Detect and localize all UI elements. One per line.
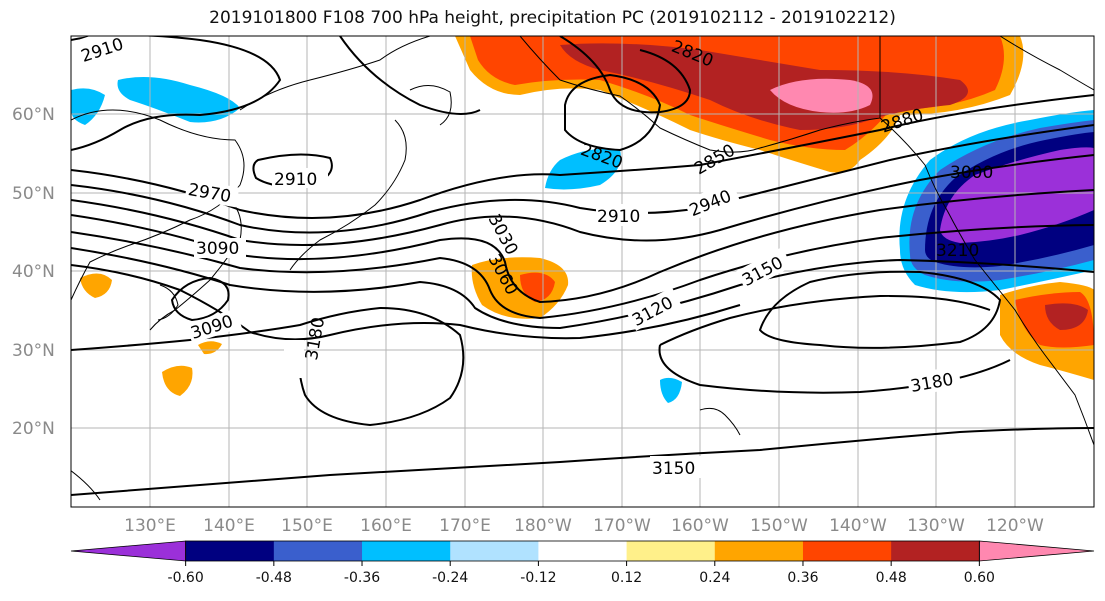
precip-darkred-region	[560, 43, 968, 131]
longitude-labels: 130°E 140°E 150°E 160°E 170°E 180°W 170°…	[124, 516, 1044, 536]
lon-label-180w: 180°W	[514, 516, 572, 536]
colorbar-tick-label: -0.36	[344, 570, 380, 586]
lon-label-120w: 120°W	[986, 516, 1044, 536]
colorbar-tick-label: 0.48	[876, 570, 907, 586]
contour-label-3000: 3000	[950, 163, 993, 183]
lon-label-140w: 140°W	[829, 516, 887, 536]
colorbar-segment-6	[626, 541, 716, 561]
lat-label-60n: 60°N	[12, 105, 55, 125]
precip-korea	[80, 273, 112, 298]
colorbar-segment-2	[273, 541, 363, 561]
lon-label-140e: 140°E	[203, 516, 255, 536]
contour-label-2910-c: 2910	[597, 207, 640, 227]
colorbar-segment-7	[714, 541, 804, 561]
colorbar: -0.60 -0.48 -0.36 -0.24 -0.12 0.12 0.24 0.36 0.4…	[70, 540, 1095, 586]
precip-darkred-ca	[1045, 303, 1088, 330]
lon-label-150e: 150°E	[281, 516, 333, 536]
lon-label-160e: 160°E	[360, 516, 412, 536]
colorbar-tick-label: 0.12	[611, 570, 642, 586]
coastlines	[71, 36, 1094, 501]
precip-subtropical-1	[162, 365, 193, 396]
lon-label-130e: 130°E	[124, 516, 176, 536]
precip-subtropical-2	[198, 341, 222, 355]
colorbar-segment-10	[978, 540, 1095, 562]
contour-label-3090-a: 3090	[196, 239, 239, 259]
lat-label-20n: 20°N	[12, 419, 55, 439]
lon-label-170w: 170°W	[593, 516, 651, 536]
lon-label-170e: 170°E	[439, 516, 491, 536]
grid-lines	[71, 36, 1094, 507]
colorbar-segment-5	[538, 541, 628, 561]
colorbar-tick-label: -0.60	[168, 570, 204, 586]
colorbar-tick-label: -0.24	[432, 570, 468, 586]
lat-label-40n: 40°N	[12, 262, 55, 282]
colorbar-segment-0	[70, 540, 187, 562]
colorbar-segment-9	[891, 541, 980, 561]
colorbar-tick-label: 0.60	[964, 570, 995, 586]
lat-label-30n: 30°N	[12, 341, 55, 361]
colorbar-tick-label: 0.36	[787, 570, 818, 586]
contour-label-3210: 3210	[936, 241, 979, 261]
contour-label-3150-b: 3150	[652, 459, 695, 479]
precip-red-midpac	[520, 272, 555, 302]
colorbar-segment-8	[802, 541, 892, 561]
precip-blue-okhotsk	[117, 76, 240, 123]
latitude-labels: 60°N 50°N 40°N 30°N 20°N	[12, 105, 55, 439]
precip-pink-region	[770, 78, 873, 113]
colorbar-tick-label: 0.24	[699, 570, 730, 586]
colorbar-outline	[185, 540, 980, 562]
lon-label-160w: 160°W	[671, 516, 729, 536]
lat-label-50n: 50°N	[12, 184, 55, 204]
colorbar-tick-label: -0.48	[256, 570, 292, 586]
lon-label-150w: 150°W	[750, 516, 808, 536]
precip-orange-midpac	[471, 257, 569, 319]
precip-blue-hawaii-north	[660, 377, 682, 403]
contour-label-2910-b: 2910	[274, 170, 317, 190]
colorbar-segment-1	[185, 541, 275, 561]
precip-shading	[71, 36, 1094, 403]
colorbar-tick-label: -0.12	[520, 570, 556, 586]
colorbar-segment-4	[450, 541, 539, 561]
lon-label-130w: 130°W	[907, 516, 965, 536]
precip-blue-bering	[545, 148, 621, 190]
map-border	[70, 35, 1095, 508]
map-title: 2019101800 F108 700 hPa height, precipit…	[209, 8, 896, 28]
colorbar-segment-3	[362, 541, 451, 561]
